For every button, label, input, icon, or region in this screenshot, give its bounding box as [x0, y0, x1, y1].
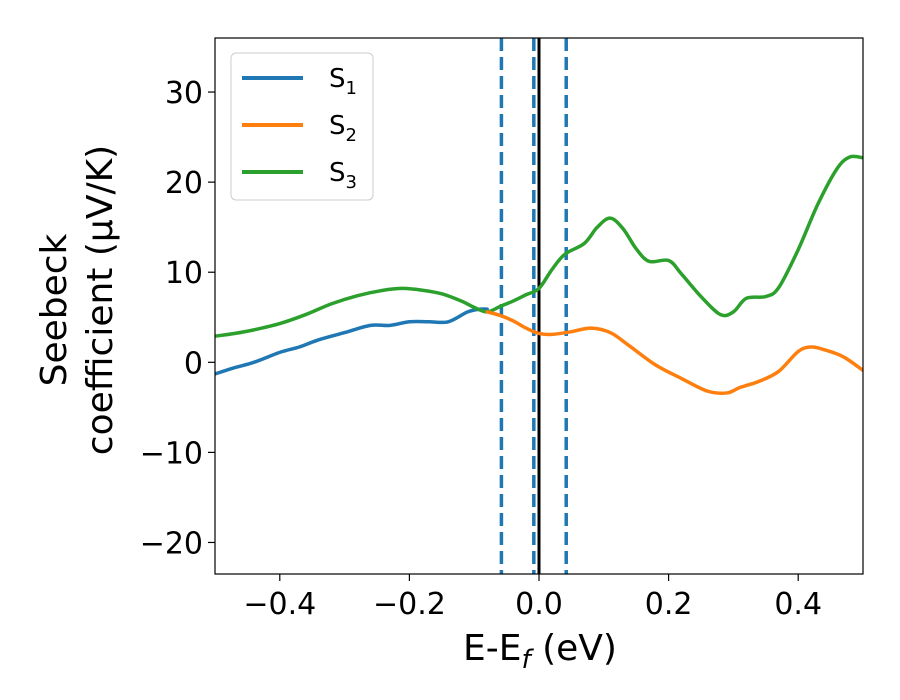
- y-tick-label: 30: [165, 76, 203, 111]
- series-line-s3: [215, 154, 863, 338]
- y-axis-title-line1: Seebeck: [34, 233, 75, 386]
- x-axis-title: E-Ef (eV): [463, 628, 617, 675]
- x-axis-title-main: E-E: [463, 628, 521, 669]
- x-tick-label: −0.2: [373, 587, 446, 622]
- x-axis-ticks: −0.4 −0.2 0.0 0.2 0.4: [243, 574, 822, 622]
- x-axis-title-unit: (eV): [531, 628, 617, 669]
- legend: S1 S2 S3: [230, 52, 374, 201]
- x-tick-label: 0.0: [515, 587, 563, 622]
- y-tick-label: −20: [140, 526, 203, 561]
- y-tick-label: 10: [165, 256, 203, 291]
- legend-label-s3: S3: [329, 158, 357, 193]
- y-axis-title-line2: coefficient (μV/K): [80, 145, 121, 455]
- series-line-s1: [215, 307, 489, 376]
- y-tick-label: −10: [140, 436, 203, 471]
- y-tick-label: 0: [184, 346, 203, 381]
- y-axis-ticks: −20 −10 0 10 20 30: [140, 76, 215, 561]
- x-tick-label: 0.4: [774, 587, 822, 622]
- legend-label-s1: S1: [329, 64, 357, 99]
- x-tick-label: −0.4: [243, 587, 316, 622]
- x-tick-label: 0.2: [645, 587, 693, 622]
- series-line-s2: [485, 310, 863, 396]
- series-lines: [215, 154, 863, 396]
- y-tick-label: 20: [165, 166, 203, 201]
- legend-label-s2: S2: [329, 111, 357, 146]
